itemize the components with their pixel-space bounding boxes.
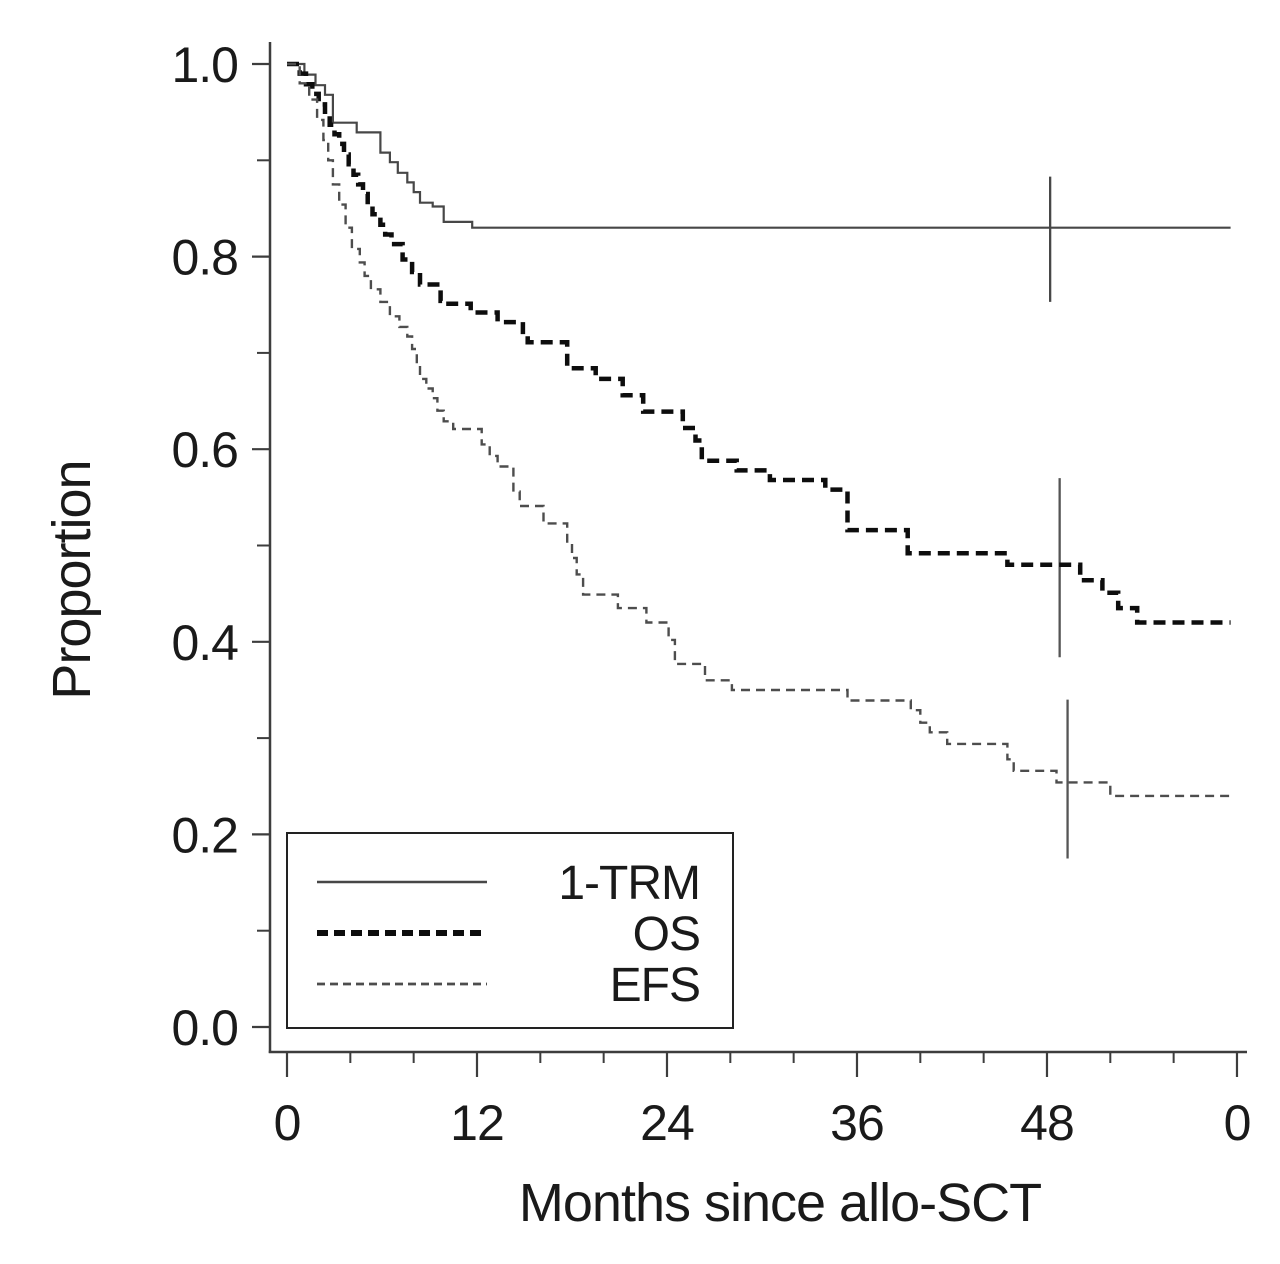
series-line-os: [287, 61, 1231, 625]
y-tick-label: 0.6: [171, 422, 238, 478]
legend-label-os: OS: [633, 908, 700, 961]
legend-label-1-trm: 1-TRM: [558, 857, 700, 910]
x-tick-label: 36: [830, 1095, 884, 1151]
y-tick-label: 0.8: [171, 230, 238, 286]
series-line-efs: [287, 62, 1231, 798]
x-tick-label: 24: [640, 1095, 694, 1151]
y-tick-label: 0.0: [171, 1000, 238, 1056]
y-tick-label: 0.2: [171, 807, 238, 863]
x-tick-label: 0: [274, 1095, 301, 1151]
legend-label-efs: EFS: [610, 959, 700, 1012]
y-tick-label: 0.4: [171, 615, 238, 671]
y-axis-title: Proportion: [42, 460, 102, 700]
x-tick-label: 12: [450, 1095, 504, 1151]
x-axis-title: Months since allo-SCT: [518, 1173, 1042, 1233]
series-line-1-trm: [287, 62, 1231, 229]
x-tick-label: 0: [1224, 1095, 1251, 1151]
y-tick-label: 1.0: [171, 37, 238, 93]
x-tick-label: 48: [1020, 1095, 1074, 1151]
